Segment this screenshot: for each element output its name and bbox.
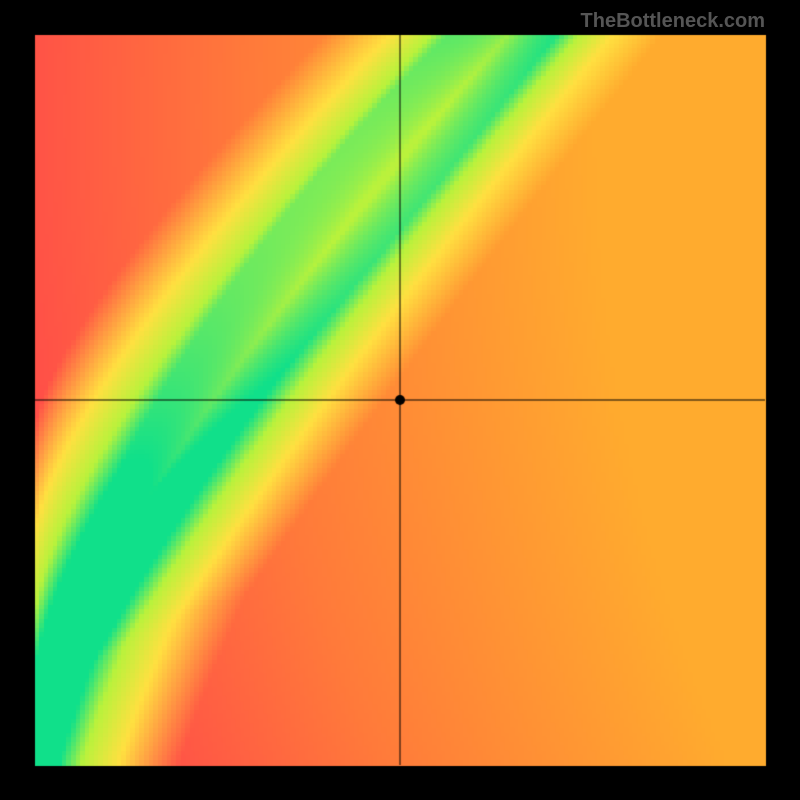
- watermark-text: TheBottleneck.com: [581, 10, 765, 33]
- chart-stage: TheBottleneck.com: [0, 0, 800, 800]
- heatmap-canvas: [0, 0, 800, 800]
